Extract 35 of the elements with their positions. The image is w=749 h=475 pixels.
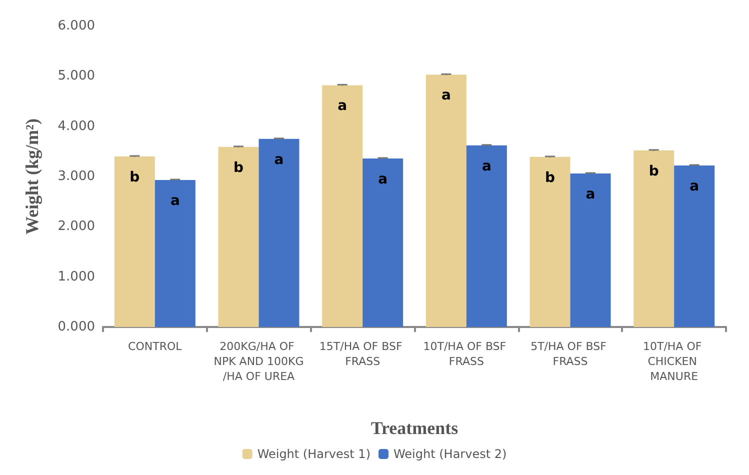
data-label: a — [441, 88, 451, 104]
bar — [530, 156, 570, 327]
data-label: a — [690, 178, 700, 194]
x-tick-label: 10T/HA OF BSF FRASS — [423, 340, 510, 368]
data-label: b — [130, 169, 140, 186]
data-label: a — [338, 98, 348, 114]
y-axis-title: Weight (kg/m²) — [22, 118, 42, 234]
y-tick-label: 3.000 — [58, 169, 95, 184]
x-tick-label: 10T/HA OF CHICKEN MANURE — [642, 340, 706, 383]
legend-label: Weight (Harvest 1) — [257, 447, 370, 461]
data-label: a — [170, 193, 180, 210]
y-tick-label: 6.000 — [58, 18, 95, 34]
data-label: a — [274, 152, 284, 168]
data-label: a — [378, 171, 388, 188]
y-tick-label: 0.000 — [58, 320, 95, 334]
x-tick-label: 15T/HA OF BSF FRASS — [319, 340, 406, 368]
data-label: b — [648, 163, 659, 180]
data-label: a — [586, 186, 596, 202]
y-tick-label: 2.000 — [58, 219, 95, 234]
x-axis-title: Treatments — [370, 418, 458, 438]
y-tick-label: 1.000 — [58, 269, 95, 284]
x-tick-label: 5T/HA OF BSF FRASS — [530, 340, 610, 368]
bar — [426, 74, 466, 327]
y-tick-label: 5.000 — [58, 68, 95, 84]
x-tick-label: CONTROL — [128, 340, 183, 353]
data-label: b — [544, 170, 556, 186]
data-label: b — [233, 160, 244, 176]
x-tick-label: 200KG/HA OF NPK AND 100KG/HA OF UREA — [214, 340, 304, 383]
legend-label: Weight (Harvest 2) — [394, 447, 507, 461]
bar — [322, 85, 363, 327]
y-tick-label: 4.000 — [58, 118, 95, 134]
bar — [634, 150, 674, 327]
bar — [218, 146, 259, 327]
bar — [114, 156, 155, 327]
data-label: a — [482, 158, 492, 174]
